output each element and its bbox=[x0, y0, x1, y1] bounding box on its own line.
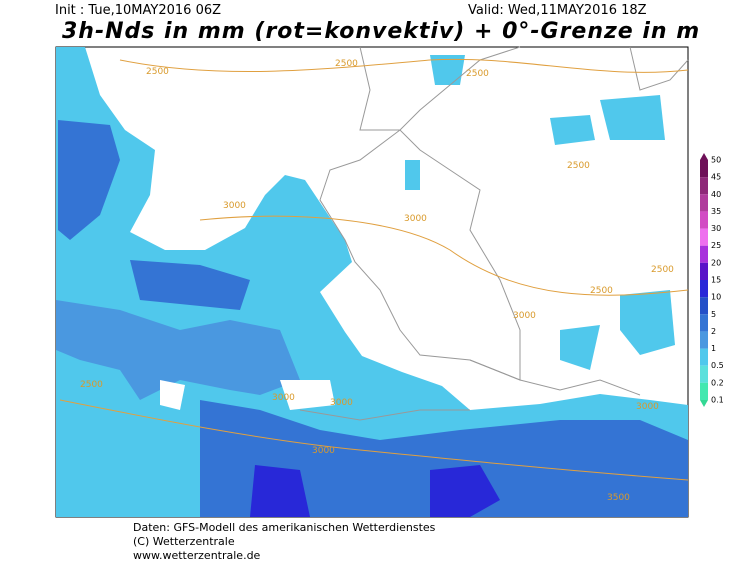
color-bar-segment bbox=[700, 365, 708, 383]
color-bar: 50 45 40 35 30 25 20 15 10 5 2 1 0.5 0.2 0.1 bbox=[700, 153, 724, 407]
map bbox=[55, 46, 689, 518]
color-bar-label: 0.2 bbox=[711, 378, 724, 387]
color-bar-label: 0.5 bbox=[711, 361, 724, 370]
color-bar-segment bbox=[700, 262, 708, 280]
color-bar-label: 25 bbox=[711, 241, 721, 250]
contour-label: 2500 bbox=[146, 67, 169, 77]
footer-source: Daten: GFS-Modell des amerikanischen Wet… bbox=[133, 521, 436, 534]
color-bar-segment bbox=[700, 177, 708, 195]
contour-label: 3000 bbox=[636, 402, 659, 412]
color-bar-segment bbox=[700, 160, 708, 178]
color-bar-label: 1 bbox=[711, 344, 716, 353]
contour-label: 2500 bbox=[466, 69, 489, 79]
contour-label: 2500 bbox=[567, 161, 590, 171]
color-bar-segment bbox=[700, 280, 708, 298]
color-bar-label: 35 bbox=[711, 207, 721, 216]
color-bar-segment bbox=[700, 382, 708, 400]
color-bar-label: 2 bbox=[711, 327, 716, 336]
contour-label: 3000 bbox=[404, 214, 427, 224]
contour-label: 3000 bbox=[223, 201, 246, 211]
color-bar-arrow bbox=[700, 153, 708, 160]
contour-label: 2500 bbox=[590, 286, 613, 296]
color-bar-label: 40 bbox=[711, 190, 721, 199]
color-bar-segment bbox=[700, 314, 708, 332]
color-bar-label: 5 bbox=[711, 310, 716, 319]
color-bar-segment bbox=[700, 211, 708, 229]
contour-label: 3000 bbox=[513, 311, 536, 321]
color-bar-segment bbox=[700, 194, 708, 212]
contour-label: 3500 bbox=[607, 493, 630, 503]
color-bar-segment bbox=[700, 228, 708, 246]
color-bar-label: 15 bbox=[711, 276, 721, 285]
color-bar-label: 30 bbox=[711, 224, 721, 233]
map-title: 3h-Nds in mm (rot=konvektiv) + 0°-Grenze… bbox=[62, 19, 700, 44]
valid-time: Valid: Wed,11MAY2016 18Z bbox=[468, 3, 647, 18]
color-bar-label: 0.1 bbox=[711, 396, 724, 405]
color-bar-label: 50 bbox=[711, 156, 721, 165]
color-bar-segment bbox=[700, 297, 708, 315]
init-time: Init : Tue,10MAY2016 06Z bbox=[55, 3, 221, 18]
color-bar-label: 10 bbox=[711, 293, 721, 302]
contour-label: 2500 bbox=[651, 265, 674, 275]
contour-label: 3000 bbox=[330, 398, 353, 408]
color-bar-segment bbox=[700, 245, 708, 263]
contour-label: 3000 bbox=[312, 446, 335, 456]
color-bar-label: 45 bbox=[711, 173, 721, 182]
footer-url: www.wetterzentrale.de bbox=[133, 549, 261, 562]
footer-copyright: (C) Wetterzentrale bbox=[133, 535, 235, 548]
contour-label: 2500 bbox=[80, 380, 103, 390]
color-bar-arrow bbox=[700, 400, 708, 407]
contour-label: 3000 bbox=[272, 393, 295, 403]
color-bar-segment bbox=[700, 331, 708, 349]
contour-label: 2500 bbox=[335, 59, 358, 69]
color-bar-label: 20 bbox=[711, 258, 721, 267]
color-bar-segment bbox=[700, 348, 708, 366]
